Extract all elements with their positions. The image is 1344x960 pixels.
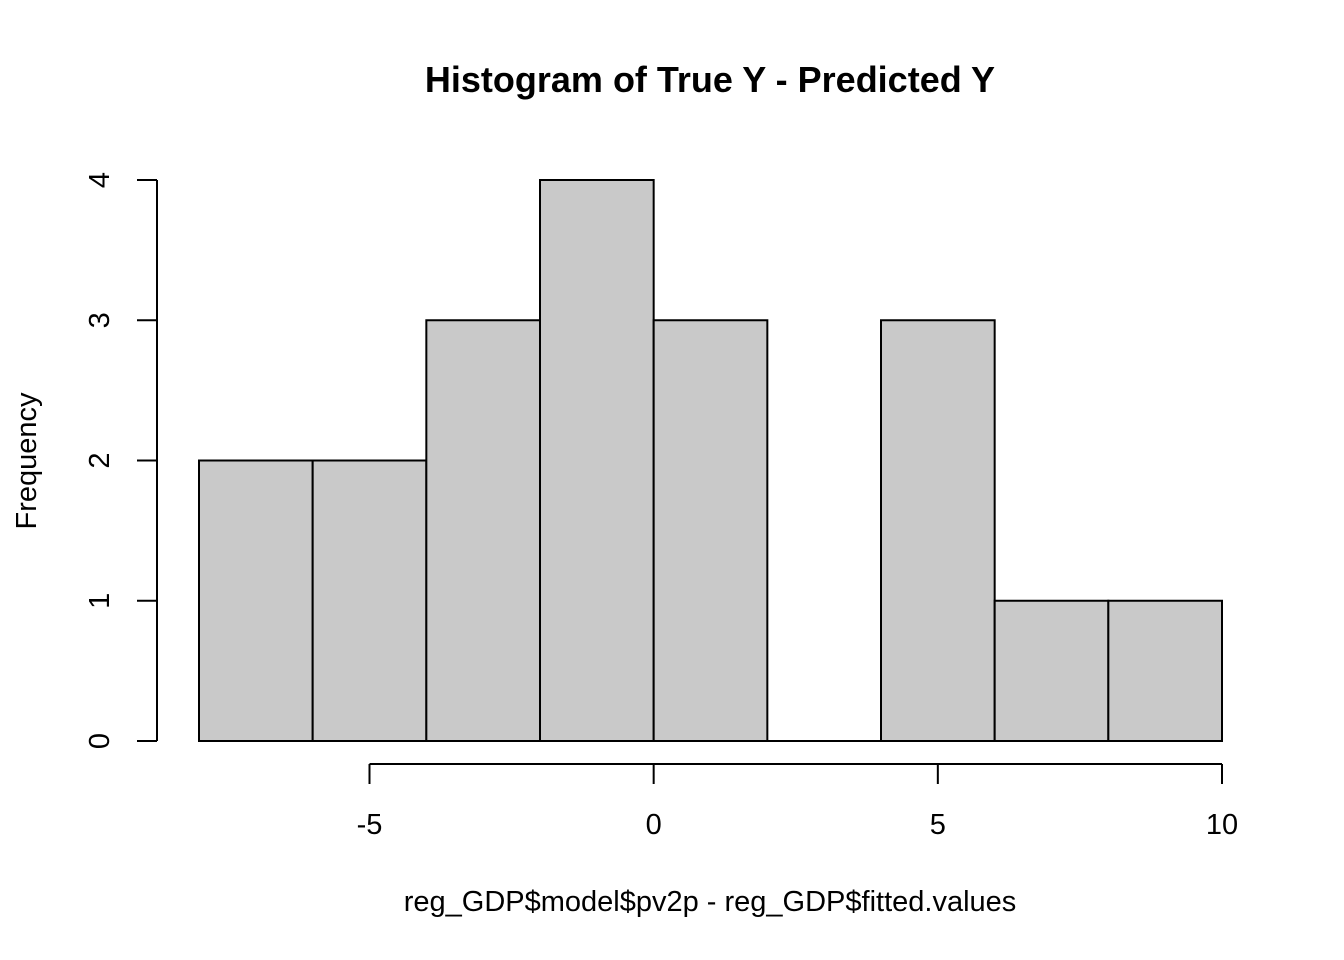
y-tick-label: 4: [84, 172, 116, 188]
histogram-bar: [993, 599, 1110, 742]
x-tick-label: 5: [930, 809, 946, 841]
histogram-bar: [652, 319, 769, 742]
y-tick-label: 1: [84, 593, 116, 609]
y-tick-label: 2: [84, 452, 116, 468]
histogram-bar: [198, 459, 314, 742]
y-tick-label: 0: [84, 733, 116, 749]
y-axis: 0 1 2 3 4: [84, 172, 158, 749]
histogram-bar: [539, 179, 655, 742]
histogram-bar: [880, 319, 996, 742]
x-tick-label: 0: [646, 809, 662, 841]
x-axis-label: reg_GDP$model$pv2p - reg_GDP$fitted.valu…: [404, 886, 1017, 918]
histogram-bars: [198, 179, 1224, 742]
y-tick-label: 3: [84, 312, 116, 328]
x-axis: -5 0 5 10: [357, 763, 1238, 841]
chart-title: Histogram of True Y - Predicted Y: [425, 59, 995, 100]
x-tick-label: -5: [357, 809, 383, 841]
histogram-bar: [1107, 599, 1224, 742]
histogram-bar: [311, 459, 428, 742]
histogram-bar: [425, 319, 542, 742]
y-axis-label: Frequency: [11, 392, 43, 530]
x-tick-label: 10: [1206, 809, 1238, 841]
